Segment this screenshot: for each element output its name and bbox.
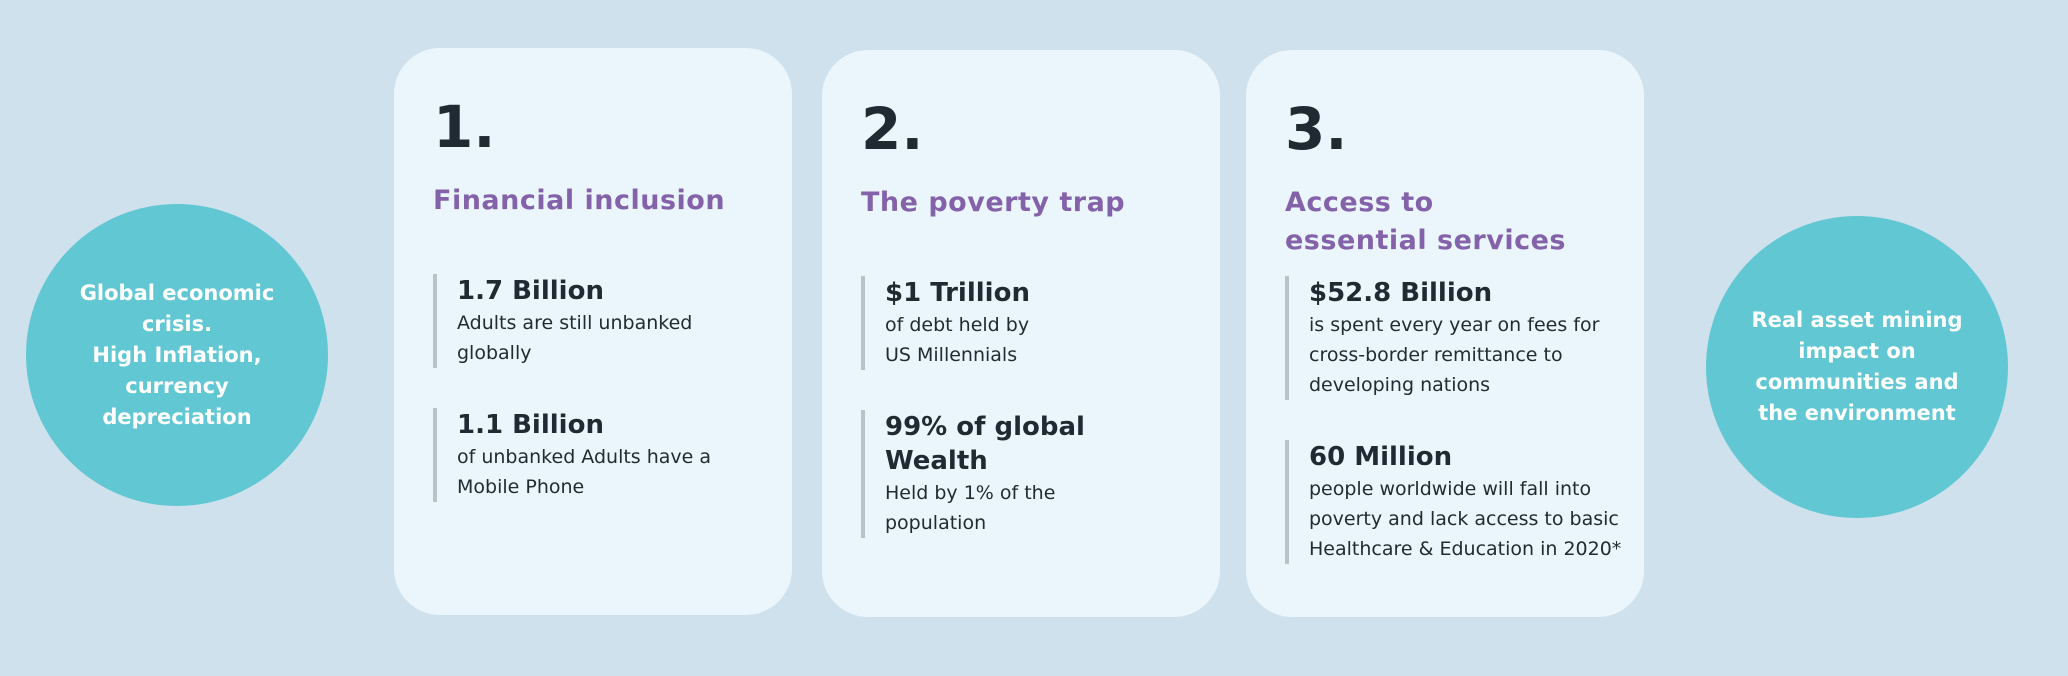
stat-text: of debt held by US Millennials	[885, 314, 1030, 366]
stat-text: Held by 1% of the population	[885, 482, 1056, 534]
card-financial-inclusion: 1. Financial inclusion 1.7 Billion Adult…	[394, 48, 792, 615]
card-poverty-trap: 2. The poverty trap $1 Trillion of debt …	[822, 50, 1220, 617]
stat-text: people worldwide will fall into poverty …	[1309, 478, 1622, 560]
stat-text: of unbanked Adults have a Mobile Phone	[457, 446, 712, 498]
stat-item: $52.8 Billion is spent every year on fee…	[1285, 276, 1614, 400]
stat-text: Adults are still unbanked globally	[457, 312, 693, 364]
card-number: 2.	[861, 95, 924, 163]
card-number: 3.	[1285, 95, 1348, 163]
card-title: The poverty trap	[861, 187, 1126, 218]
card-title: Financial inclusion	[433, 185, 726, 216]
stat-item: 99% of global Wealth Held by 1% of the p…	[861, 410, 1190, 538]
stat-item: $1 Trillion of debt held by US Millennia…	[861, 276, 1190, 370]
card-title: Access to essential services	[1285, 187, 1566, 256]
mining-impact-circle: Real asset mining impact on communities …	[1706, 216, 2008, 518]
stat-text: is spent every year on fees for cross-bo…	[1309, 314, 1600, 396]
stat-value: 1.7 Billion	[457, 276, 604, 306]
stat-item: 60 Million people worldwide will fall in…	[1285, 440, 1621, 564]
stat-value: 99% of global Wealth	[885, 412, 1085, 476]
stat-item: 1.1 Billion of unbanked Adults have a Mo…	[433, 408, 762, 502]
stat-item: 1.7 Billion Adults are still unbanked gl…	[433, 274, 762, 368]
card-number: 1.	[433, 93, 496, 161]
circle-line: Global economic crisis.	[79, 280, 275, 336]
card-essential-services: 3. Access to essential services $52.8 Bi…	[1246, 50, 1644, 617]
stat-value: $1 Trillion	[885, 278, 1030, 308]
stat-value: 1.1 Billion	[457, 410, 604, 440]
stat-value: 60 Million	[1309, 442, 1453, 472]
circle-line: High Inflation, currency depreciation	[92, 342, 262, 429]
circle-text: Real asset mining impact on communities …	[1751, 308, 1963, 425]
global-crisis-circle: Global economic crisis. High Inflation, …	[26, 204, 328, 506]
stat-value: $52.8 Billion	[1309, 278, 1493, 308]
